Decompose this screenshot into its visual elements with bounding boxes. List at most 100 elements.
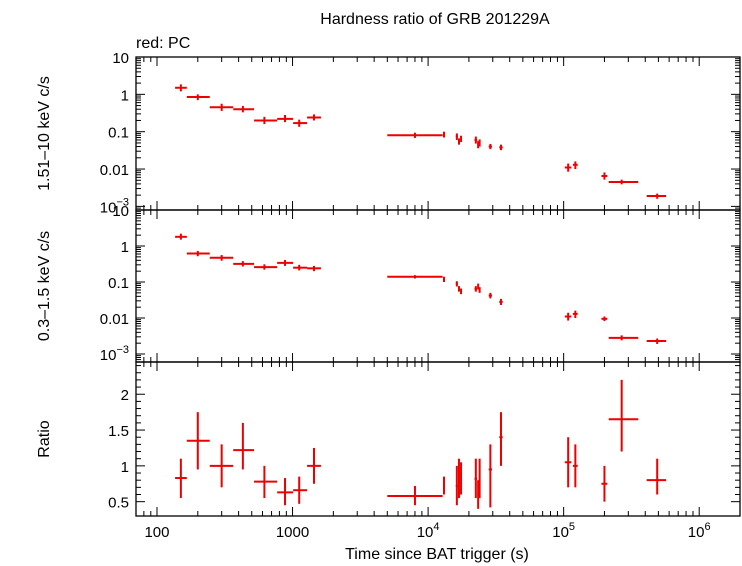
data-point — [209, 103, 234, 111]
data-point — [277, 114, 294, 123]
data-point — [175, 84, 187, 92]
data-point — [254, 116, 278, 125]
data-point — [572, 444, 578, 488]
y-tick-label: 10−3 — [100, 344, 129, 364]
x-tick-label: 105 — [552, 521, 575, 541]
y-tick-label: 0.1 — [108, 125, 129, 142]
data-point — [499, 298, 503, 305]
data-point — [474, 458, 478, 499]
data-point — [488, 143, 492, 150]
data-point — [442, 276, 445, 283]
data-point — [277, 478, 294, 506]
legend-label: red: PC — [136, 35, 190, 52]
y-tick-label: 10−3 — [100, 196, 129, 216]
data-point — [488, 292, 492, 299]
data-point — [254, 465, 278, 499]
y-tick-label: 0.5 — [108, 495, 129, 512]
hard-band-panel: 10 1 0.1 0.01 10−3 1.51–10 keV c/s — [36, 50, 741, 216]
x-tick-labels: 100 1000 104 105 106 — [144, 521, 710, 541]
data-point — [564, 163, 572, 172]
data-point — [442, 476, 445, 495]
data-point — [608, 179, 639, 185]
data-point — [457, 138, 460, 145]
x-tick-label: 104 — [417, 521, 440, 541]
data-point — [499, 144, 503, 151]
data-point — [572, 310, 578, 319]
data-point — [457, 286, 460, 292]
data-point — [572, 161, 578, 170]
data-point — [209, 255, 234, 261]
x-tick-label: 1000 — [276, 524, 309, 541]
soft-band-frame — [135, 209, 741, 363]
ratio-panel: 0.5 1 1.5 2 Ratio — [36, 361, 741, 517]
data-point — [601, 172, 608, 180]
data-point — [455, 133, 458, 140]
y-tick-label: 1.5 — [108, 423, 129, 440]
data-point — [478, 458, 481, 499]
y-tick-label: 1 — [121, 87, 129, 104]
data-point — [307, 114, 321, 121]
data-point — [186, 250, 210, 257]
data-point — [477, 283, 480, 290]
data-point — [209, 444, 234, 488]
data-point — [646, 338, 667, 344]
data-point — [455, 465, 458, 506]
data-point — [233, 261, 255, 267]
data-point — [233, 105, 255, 113]
data-point — [254, 264, 278, 270]
data-point — [460, 288, 463, 295]
y-tick-label: 0.01 — [100, 162, 129, 179]
data-point — [474, 136, 478, 144]
data-point — [646, 193, 667, 199]
y-tick-label: 0.1 — [108, 275, 129, 292]
data-point — [186, 94, 210, 101]
data-point — [478, 287, 481, 293]
data-point — [293, 264, 308, 271]
data-point — [601, 465, 608, 502]
x-tick-label: 106 — [688, 521, 711, 541]
data-point — [474, 286, 478, 292]
data-point — [564, 312, 572, 321]
y-tick-label: 0.01 — [100, 311, 129, 328]
data-point — [233, 422, 255, 470]
data-point — [478, 139, 481, 147]
data-point — [564, 437, 572, 488]
data-point — [387, 132, 443, 138]
data-point — [307, 265, 321, 272]
data-point — [277, 259, 294, 266]
soft-band-panel: 10 1 0.1 0.01 10−3 0.3–1.5 keV c/s — [36, 203, 741, 364]
data-point — [608, 335, 639, 341]
y-tick-label: 1 — [121, 459, 129, 476]
data-point — [499, 412, 503, 466]
chart-title: Hardness ratio of GRB 201229A — [320, 11, 550, 28]
data-point — [387, 275, 443, 279]
data-point — [293, 476, 308, 504]
hard-band-frame — [135, 56, 741, 211]
data-point — [387, 485, 443, 506]
hard-band-y-axis-label: 1.51–10 keV c/s — [36, 76, 53, 191]
data-point — [186, 412, 210, 470]
data-point — [460, 135, 463, 142]
y-tick-label: 10 — [112, 203, 129, 220]
x-tick-label: 100 — [144, 524, 169, 541]
x-axis-label: Time since BAT trigger (s) — [345, 546, 529, 563]
data-point — [293, 119, 308, 127]
data-point — [601, 316, 608, 322]
data-point — [175, 233, 187, 240]
y-tick-label: 1 — [121, 239, 129, 256]
data-point — [460, 462, 463, 495]
data-point — [457, 458, 460, 499]
y-tick-label: 2 — [121, 387, 129, 404]
data-point — [307, 447, 321, 484]
y-tick-label: 10 — [112, 50, 129, 67]
ratio-frame — [135, 361, 741, 517]
ratio-y-axis-label: Ratio — [36, 420, 53, 457]
data-point — [442, 131, 445, 138]
data-point — [646, 458, 667, 495]
data-point — [608, 379, 639, 452]
data-point — [488, 444, 492, 508]
data-point — [455, 281, 458, 287]
data-point — [175, 458, 187, 499]
